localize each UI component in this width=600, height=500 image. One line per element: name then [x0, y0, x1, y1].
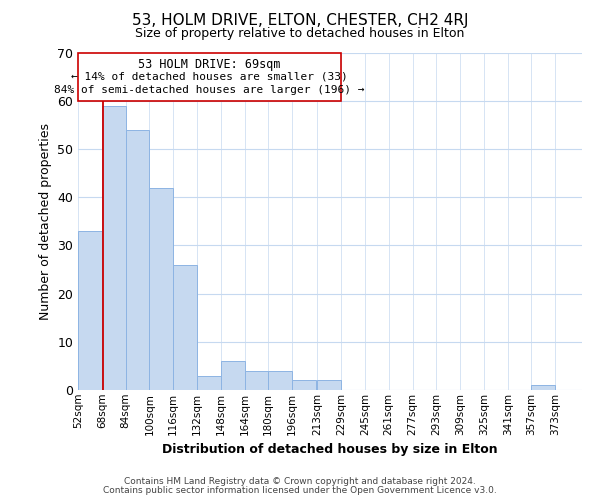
Text: 53 HOLM DRIVE: 69sqm: 53 HOLM DRIVE: 69sqm	[139, 58, 281, 71]
Bar	[292, 380, 316, 390]
Bar	[268, 370, 292, 390]
Text: 53, HOLM DRIVE, ELTON, CHESTER, CH2 4RJ: 53, HOLM DRIVE, ELTON, CHESTER, CH2 4RJ	[132, 12, 468, 28]
Text: ← 14% of detached houses are smaller (33): ← 14% of detached houses are smaller (33…	[71, 72, 348, 82]
Text: Contains HM Land Registry data © Crown copyright and database right 2024.: Contains HM Land Registry data © Crown c…	[124, 477, 476, 486]
Bar	[102, 106, 125, 390]
Bar	[149, 188, 173, 390]
Bar	[173, 264, 197, 390]
Text: 84% of semi-detached houses are larger (196) →: 84% of semi-detached houses are larger (…	[55, 86, 365, 96]
Bar	[317, 380, 341, 390]
Bar	[221, 361, 245, 390]
Bar	[125, 130, 149, 390]
X-axis label: Distribution of detached houses by size in Elton: Distribution of detached houses by size …	[162, 443, 498, 456]
Bar	[197, 376, 221, 390]
Text: Size of property relative to detached houses in Elton: Size of property relative to detached ho…	[136, 28, 464, 40]
FancyBboxPatch shape	[78, 52, 341, 100]
Text: Contains public sector information licensed under the Open Government Licence v3: Contains public sector information licen…	[103, 486, 497, 495]
Y-axis label: Number of detached properties: Number of detached properties	[38, 122, 52, 320]
Bar	[532, 385, 555, 390]
Bar	[78, 231, 102, 390]
Bar	[245, 370, 268, 390]
